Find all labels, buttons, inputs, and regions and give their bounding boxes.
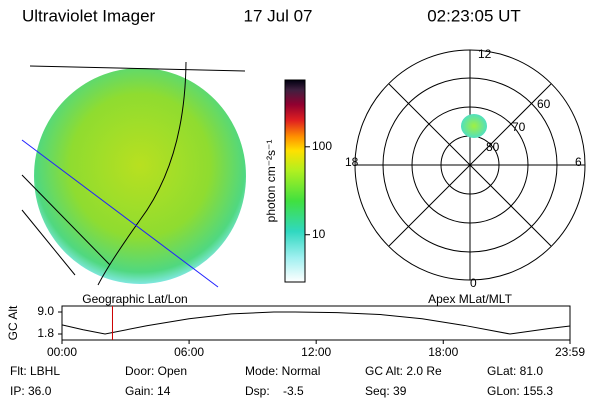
lat-label: 60 [537, 97, 551, 111]
timeline-frame [61, 305, 571, 341]
time: 02:23:05 UT [427, 6, 521, 25]
x-tick-label: 12:00 [301, 345, 331, 359]
status-field: GLat: 81.0 [487, 364, 543, 378]
mlt-label: 0 [470, 276, 477, 290]
y-axis-label: GC Alt [6, 305, 20, 340]
gc-alt-line [61, 311, 571, 335]
status-field: GLon: 155.3 [487, 384, 553, 398]
status-field: Seq: 39 [365, 384, 407, 398]
uv-image [21, 61, 246, 288]
colorbar-label: photon cm⁻²s⁻¹ [264, 140, 278, 223]
status-field: Gain: 14 [125, 384, 171, 398]
polar-caption: Apex MLat/MLT [428, 292, 512, 306]
x-tick-label: 23:59 [555, 345, 585, 359]
status-field: Mode: Normal [245, 364, 320, 378]
status-field: IP: 36.0 [10, 384, 52, 398]
mlt-label: 18 [345, 155, 359, 169]
lat-label: 70 [512, 120, 526, 134]
x-tick-label: 06:00 [174, 345, 204, 359]
status-field: Flt: LBHL [10, 364, 60, 378]
image-caption: Geographic Lat/Lon [82, 292, 187, 306]
polar-grid [354, 49, 586, 281]
title: Ultraviolet Imager [22, 6, 156, 25]
colorbar-tick-label: 10 [312, 227, 326, 241]
status-field: GC Alt: 2.0 Re [365, 364, 442, 378]
mlt-label: 12 [478, 47, 492, 61]
mlt-label: 6 [575, 155, 582, 169]
status-field: Door: Open [125, 364, 187, 378]
date: 17 Jul 07 [244, 6, 313, 25]
x-tick-label: 18:00 [428, 345, 458, 359]
y-tick-label: 1.8 [37, 326, 54, 340]
status-field: Dsp: -3.5 [245, 384, 304, 398]
y-tick-label: 9.0 [37, 304, 54, 318]
x-tick-label: 00:00 [47, 345, 77, 359]
colorbar [284, 79, 306, 283]
lat-label: 80 [486, 140, 500, 154]
aurora-spot [461, 114, 487, 138]
colorbar-tick-label: 100 [312, 139, 332, 153]
